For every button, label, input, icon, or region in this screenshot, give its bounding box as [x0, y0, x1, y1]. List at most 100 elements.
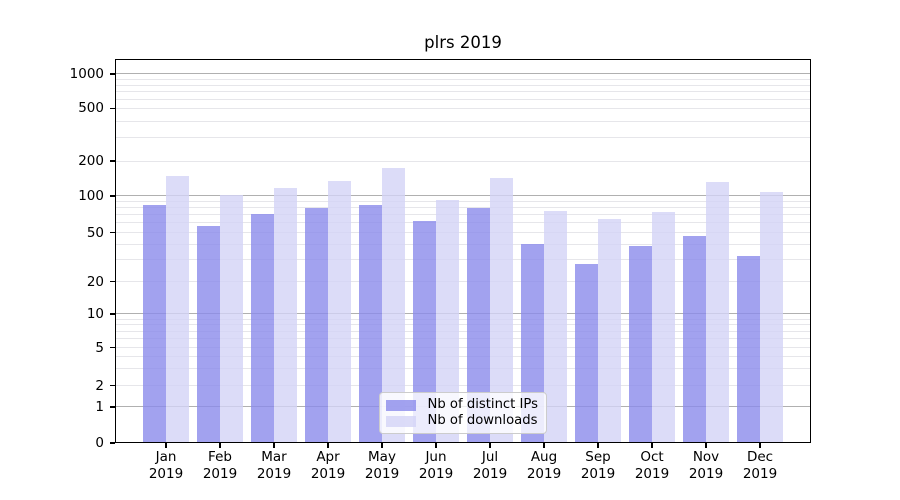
bar-distinct-ips-oct [629, 245, 652, 443]
chart-title: plrs 2019 [424, 33, 502, 52]
bar-downloads-sep [598, 218, 621, 443]
legend-item-downloads: Nb of downloads [385, 413, 538, 428]
gridline-minor [116, 78, 810, 80]
bar-downloads-nov [706, 181, 729, 443]
gridline-minor [116, 232, 810, 233]
bar-distinct-ips-sep [575, 263, 598, 443]
bar-distinct-ips-nov [683, 235, 706, 443]
gridline-minor [116, 207, 810, 209]
bar-downloads-may [382, 167, 405, 443]
bar-downloads-aug [544, 211, 567, 443]
y-tick [110, 231, 115, 234]
gridline-minor [116, 259, 810, 261]
gridline-minor [116, 201, 810, 203]
gridline-minor [116, 222, 810, 224]
x-tick-label: Apr 2019 [310, 449, 346, 482]
gridline-major [116, 195, 810, 197]
x-tick [327, 443, 329, 448]
bar-downloads-apr [328, 181, 351, 443]
y-tick-label: 10 [86, 306, 104, 322]
x-tick-label: Mar 2019 [256, 449, 292, 482]
gridline-minor [116, 91, 810, 93]
legend-label-ips: Nb of distinct IPs [427, 397, 539, 412]
gridline-minor [116, 324, 810, 326]
x-tick [165, 443, 167, 448]
bar-distinct-ips-jan [143, 205, 166, 443]
gridline-minor [116, 160, 810, 162]
x-tick-label: Dec 2019 [742, 449, 778, 482]
gridline-minor [116, 281, 810, 282]
x-tick [489, 443, 491, 448]
x-tick [273, 443, 275, 448]
bar-downloads-jan [166, 175, 189, 443]
y-tick-label: 20 [86, 273, 104, 290]
x-tick [381, 443, 383, 448]
gridline-minor [116, 338, 810, 340]
x-tick [219, 443, 221, 448]
y-tick-label: 5 [95, 339, 104, 356]
legend-swatch-ips [385, 399, 416, 411]
x-tick [435, 443, 437, 448]
bar-distinct-ips-jul [467, 208, 490, 443]
y-tick [110, 406, 115, 408]
gridline-major [116, 313, 810, 315]
y-tick [110, 195, 115, 197]
bar-distinct-ips-dec [737, 256, 760, 443]
gridline-minor [116, 107, 810, 109]
gridline-minor [116, 356, 810, 358]
y-tick [110, 442, 115, 444]
x-tick [543, 443, 545, 448]
y-tick [110, 384, 115, 387]
x-tick [597, 443, 599, 448]
bar-downloads-jul [490, 177, 513, 443]
y-tick-label: 1000 [69, 66, 104, 82]
y-tick [110, 313, 115, 315]
gridline-minor [116, 214, 810, 216]
legend-label-downloads: Nb of downloads [427, 413, 538, 428]
y-tick-label: 1 [95, 399, 104, 415]
bar-downloads-dec [760, 192, 783, 443]
bar-downloads-mar [274, 188, 297, 443]
x-tick-label: Jun 2019 [418, 449, 454, 482]
legend-item-distinct-ips: Nb of distinct IPs [385, 397, 539, 412]
x-tick-label: Jan 2019 [148, 449, 184, 482]
bar-distinct-ips-feb [197, 225, 220, 443]
y-tick-label: 100 [78, 188, 104, 204]
x-tick-label: Nov 2019 [688, 449, 724, 482]
y-tick [110, 73, 115, 75]
bar-distinct-ips-mar [251, 214, 274, 443]
y-tick [110, 280, 115, 283]
legend-swatch-downloads [385, 415, 416, 427]
gridline-minor [116, 368, 810, 370]
gridline-minor [116, 330, 810, 332]
x-tick [651, 443, 653, 448]
gridline-minor [116, 318, 810, 320]
gridline-minor [116, 243, 810, 245]
bar-downloads-feb [220, 195, 243, 443]
bar-downloads-oct [652, 211, 675, 443]
y-tick-label: 200 [78, 153, 104, 169]
x-tick-label: Sep 2019 [580, 449, 616, 482]
x-tick-label: Jul 2019 [472, 449, 508, 482]
bar-distinct-ips-may [359, 205, 382, 443]
x-tick-label: May 2019 [364, 449, 400, 482]
gridline-minor [116, 385, 810, 386]
gridline-minor [116, 137, 810, 139]
bar-distinct-ips-jun [413, 221, 436, 443]
x-tick-label: Feb 2019 [202, 449, 238, 482]
gridline-minor [116, 98, 810, 100]
y-tick-label: 2 [95, 377, 104, 394]
y-tick [110, 160, 115, 162]
gridline-minor [116, 347, 810, 348]
x-tick [705, 443, 707, 448]
y-tick-label: 0 [95, 435, 104, 451]
y-tick-label: 500 [78, 100, 104, 117]
bar-downloads-jun [436, 199, 459, 443]
y-tick [110, 107, 115, 109]
bar-distinct-ips-apr [305, 208, 328, 443]
x-tick [759, 443, 761, 448]
y-tick [110, 346, 115, 349]
y-tick-label: 50 [86, 224, 104, 241]
legend: Nb of distinct IPs Nb of downloads [378, 392, 547, 434]
x-tick-label: Oct 2019 [634, 449, 670, 482]
